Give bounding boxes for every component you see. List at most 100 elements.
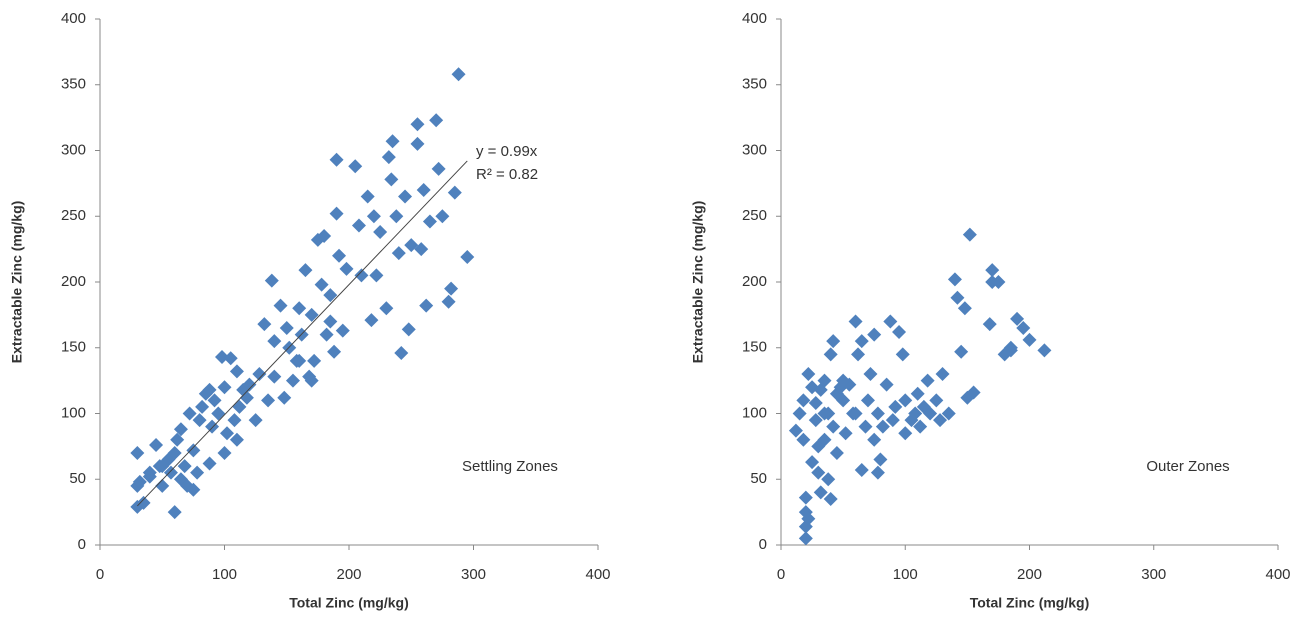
- y-tick-label: 350: [742, 76, 767, 93]
- point: [410, 136, 425, 151]
- x-tick-label: 400: [585, 566, 610, 583]
- point: [242, 377, 257, 392]
- point: [913, 419, 928, 434]
- point: [267, 334, 282, 349]
- point: [217, 445, 232, 460]
- point: [354, 268, 369, 283]
- point: [298, 263, 313, 278]
- point: [384, 172, 399, 187]
- y-tick-label: 50: [750, 470, 767, 487]
- point: [364, 313, 379, 328]
- y-tick-label: 200: [742, 273, 767, 290]
- point: [304, 307, 319, 322]
- point: [817, 406, 832, 421]
- x-tick-label: 200: [1017, 566, 1042, 583]
- y-axis-label: Extractable Zinc (mg/kg): [9, 201, 25, 364]
- point: [950, 290, 965, 305]
- point: [848, 406, 863, 421]
- point: [966, 385, 981, 400]
- point: [239, 390, 254, 405]
- point: [860, 393, 875, 408]
- point: [177, 459, 192, 474]
- y-tick-label: 300: [742, 141, 767, 158]
- point: [264, 273, 279, 288]
- point: [279, 321, 294, 336]
- point: [182, 406, 197, 421]
- y-tick-label: 250: [742, 207, 767, 224]
- point: [389, 209, 404, 224]
- point: [808, 413, 823, 428]
- point: [219, 426, 234, 441]
- point: [1003, 343, 1018, 358]
- point: [385, 134, 400, 149]
- point: [870, 465, 885, 480]
- point: [419, 298, 434, 313]
- point: [982, 317, 997, 332]
- point: [332, 248, 347, 263]
- y-tick-label: 400: [742, 10, 767, 27]
- point: [941, 406, 956, 421]
- point: [379, 301, 394, 316]
- point: [875, 419, 890, 434]
- point: [167, 445, 182, 460]
- point: [792, 406, 807, 421]
- point: [848, 314, 863, 329]
- point: [348, 159, 363, 174]
- y-axis-label: Extractable Zinc (mg/kg): [690, 201, 706, 364]
- point: [431, 161, 446, 176]
- point: [817, 373, 832, 388]
- point: [136, 495, 151, 510]
- point: [929, 393, 944, 408]
- y-tick-label: 0: [759, 536, 767, 553]
- point: [252, 367, 267, 382]
- point: [217, 380, 232, 395]
- annotation: Outer Zones: [1146, 458, 1229, 475]
- point: [817, 432, 832, 447]
- point: [813, 485, 828, 500]
- point: [229, 432, 244, 447]
- point: [202, 382, 217, 397]
- point: [962, 227, 977, 242]
- point: [823, 491, 838, 506]
- point: [451, 67, 466, 82]
- point: [957, 301, 972, 316]
- point: [821, 472, 836, 487]
- point: [1022, 332, 1037, 347]
- point: [429, 113, 444, 128]
- y-tick-label: 300: [61, 141, 86, 158]
- point: [798, 531, 813, 546]
- point: [826, 334, 841, 349]
- trendline: [136, 160, 468, 507]
- point: [205, 419, 220, 434]
- point: [195, 399, 210, 414]
- y-tick-label: 100: [61, 404, 86, 421]
- point: [416, 182, 431, 197]
- point: [360, 189, 375, 204]
- point: [186, 443, 201, 458]
- point: [351, 218, 366, 233]
- y-tick-label: 200: [61, 273, 86, 290]
- point: [873, 452, 888, 467]
- point: [796, 393, 811, 408]
- point: [808, 395, 823, 410]
- point: [369, 268, 384, 283]
- annotation: Settling Zones: [462, 458, 558, 475]
- point: [292, 301, 307, 316]
- point: [441, 294, 456, 309]
- point: [1037, 343, 1052, 358]
- point: [132, 474, 147, 489]
- point: [273, 298, 288, 313]
- point: [323, 314, 338, 329]
- point: [460, 250, 475, 265]
- point: [401, 322, 416, 337]
- point: [935, 367, 950, 382]
- point: [307, 353, 322, 368]
- point: [920, 373, 935, 388]
- point: [867, 327, 882, 342]
- point: [211, 406, 226, 421]
- point: [257, 317, 272, 332]
- x-tick-label: 300: [461, 566, 486, 583]
- point: [811, 465, 826, 480]
- point: [261, 393, 276, 408]
